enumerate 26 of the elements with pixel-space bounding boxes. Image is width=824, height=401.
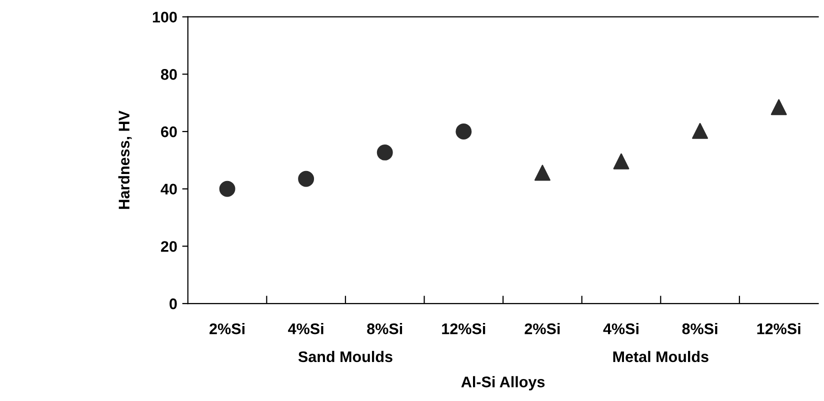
point <box>456 124 472 140</box>
y-tick-label: 60 <box>161 126 177 138</box>
text: Metal Moulds <box>613 350 708 362</box>
point <box>534 164 550 181</box>
x-tick-label: 12%Si <box>442 323 486 334</box>
y-tick-label: 20 <box>160 241 177 252</box>
y-tick-label: 0 <box>170 298 177 310</box>
y-tick-label: 80 <box>160 69 177 80</box>
x-axis-title: Al-Si Alloys <box>461 376 545 390</box>
point <box>219 180 236 197</box>
x-tick-label: 8%Si <box>367 323 402 334</box>
x-tick-label: 2%Si <box>210 323 244 334</box>
x-tick-label: 8%Si <box>682 323 718 334</box>
y-axis-title: Hardness, HV <box>118 110 132 209</box>
y-tick-label: 100 <box>152 12 177 23</box>
point <box>692 122 708 139</box>
point <box>770 99 787 116</box>
text: Sand Moulds <box>298 350 392 362</box>
x-tick-label: 4%Si <box>603 323 638 334</box>
y-tick-label: 40 <box>160 184 177 195</box>
point <box>298 170 314 187</box>
x-tick-label: 4%Si <box>288 323 324 334</box>
point <box>613 153 630 170</box>
x-tick-label: 12%Si <box>757 323 800 334</box>
point <box>376 144 393 160</box>
x-tick-label: 2%Si <box>524 323 560 334</box>
